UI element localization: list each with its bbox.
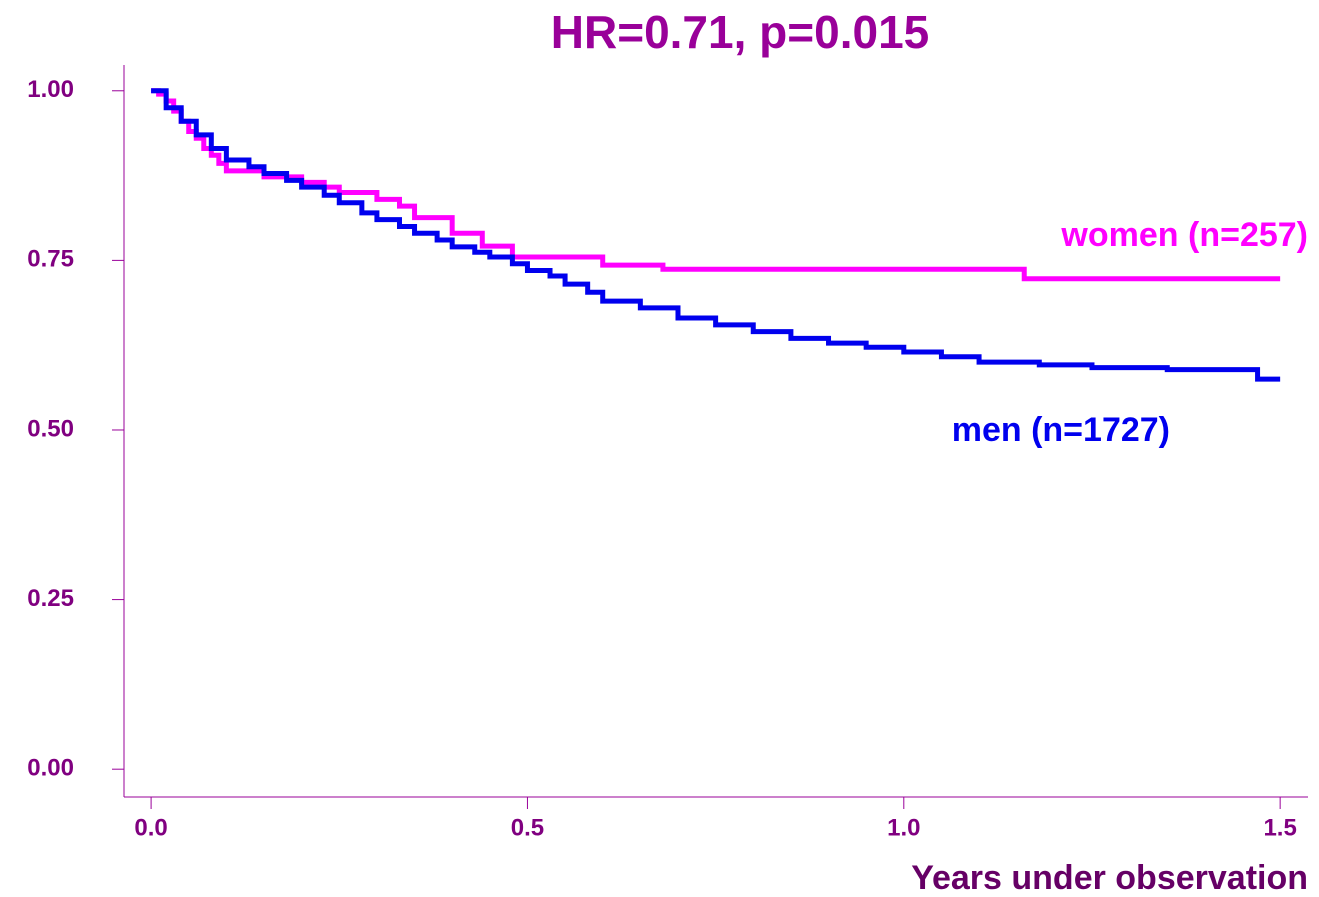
x-axis-label: Years under observation	[911, 859, 1308, 897]
x-tick-label: 0.5	[511, 814, 544, 841]
y-tick-label: 0.00	[27, 755, 74, 782]
y-tick-label: 0.75	[27, 246, 74, 273]
series-label: men (n=1727)	[952, 411, 1170, 449]
y-tick-label: 0.50	[27, 415, 74, 442]
series-label: women (n=257)	[1060, 216, 1308, 254]
chart-title: HR=0.71, p=0.015	[551, 6, 929, 58]
x-tick-label: 1.5	[1263, 814, 1296, 841]
x-tick-label: 1.0	[887, 814, 920, 841]
y-tick-label: 1.00	[27, 76, 74, 103]
survival-curve	[151, 88, 1281, 382]
y-tick-label: 0.25	[27, 585, 74, 612]
x-tick-label: 0.0	[134, 814, 167, 841]
